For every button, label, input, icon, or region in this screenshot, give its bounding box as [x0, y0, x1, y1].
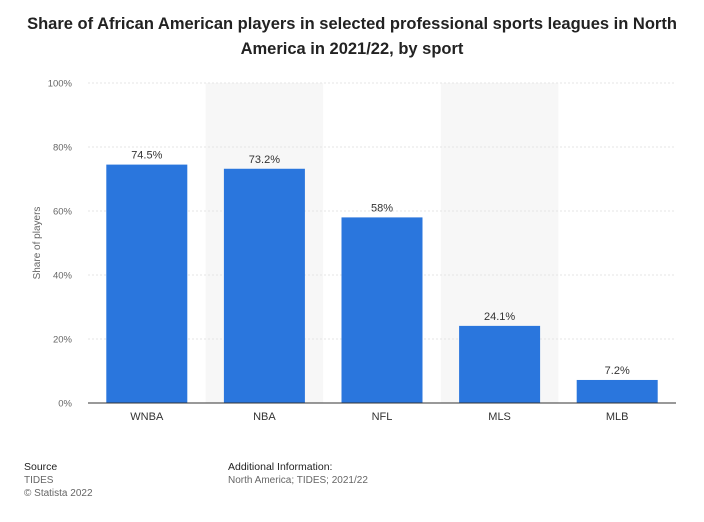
x-tick-label-nba: NBA: [253, 411, 276, 423]
x-tick-label-wnba: WNBA: [130, 411, 164, 423]
additional-info-block: Additional Information: North America; T…: [228, 461, 368, 487]
additional-info-heading: Additional Information:: [228, 461, 333, 473]
bar-nfl[interactable]: [341, 217, 423, 403]
y-tick-label: 60%: [53, 207, 73, 218]
data-label-mls: 24.1%: [484, 311, 515, 323]
data-label-nba: 73.2%: [249, 154, 280, 166]
bar-nba[interactable]: [223, 168, 305, 403]
copyright-text: © Statista 2022: [24, 488, 93, 499]
y-tick-label: 100%: [48, 79, 73, 90]
y-axis-label: Share of players: [32, 207, 43, 280]
bar-mls[interactable]: [459, 325, 541, 403]
bar-wnba[interactable]: [106, 164, 188, 403]
bars: [106, 164, 658, 403]
y-tick-label: 40%: [53, 271, 73, 282]
y-tick-label: 20%: [53, 335, 73, 346]
x-tick-label-nfl: NFL: [372, 411, 393, 423]
source-block: Source TIDES © Statista 2022: [24, 461, 93, 500]
source-heading: Source: [24, 461, 58, 473]
x-tick-label-mlb: MLB: [606, 411, 629, 423]
y-axis-ticks: 0% 20% 40% 60% 80% 100%: [48, 79, 73, 410]
data-label-mlb: 7.2%: [605, 365, 630, 377]
chart-title: Share of African American players in sel…: [27, 15, 677, 58]
bar-mlb[interactable]: [576, 379, 658, 403]
data-label-wnba: 74.5%: [131, 150, 162, 162]
data-label-nfl: 58%: [371, 202, 393, 214]
x-axis-ticks: WNBA NBA NFL MLS MLB: [130, 411, 628, 423]
y-tick-label: 0%: [58, 399, 72, 410]
x-tick-label-mls: MLS: [488, 411, 511, 423]
additional-info-text: North America; TIDES; 2021/22: [228, 475, 368, 486]
y-tick-label: 80%: [53, 143, 73, 154]
source-text: TIDES: [24, 475, 54, 486]
data-labels: 74.5% 73.2% 58% 24.1% 7.2%: [131, 150, 630, 377]
